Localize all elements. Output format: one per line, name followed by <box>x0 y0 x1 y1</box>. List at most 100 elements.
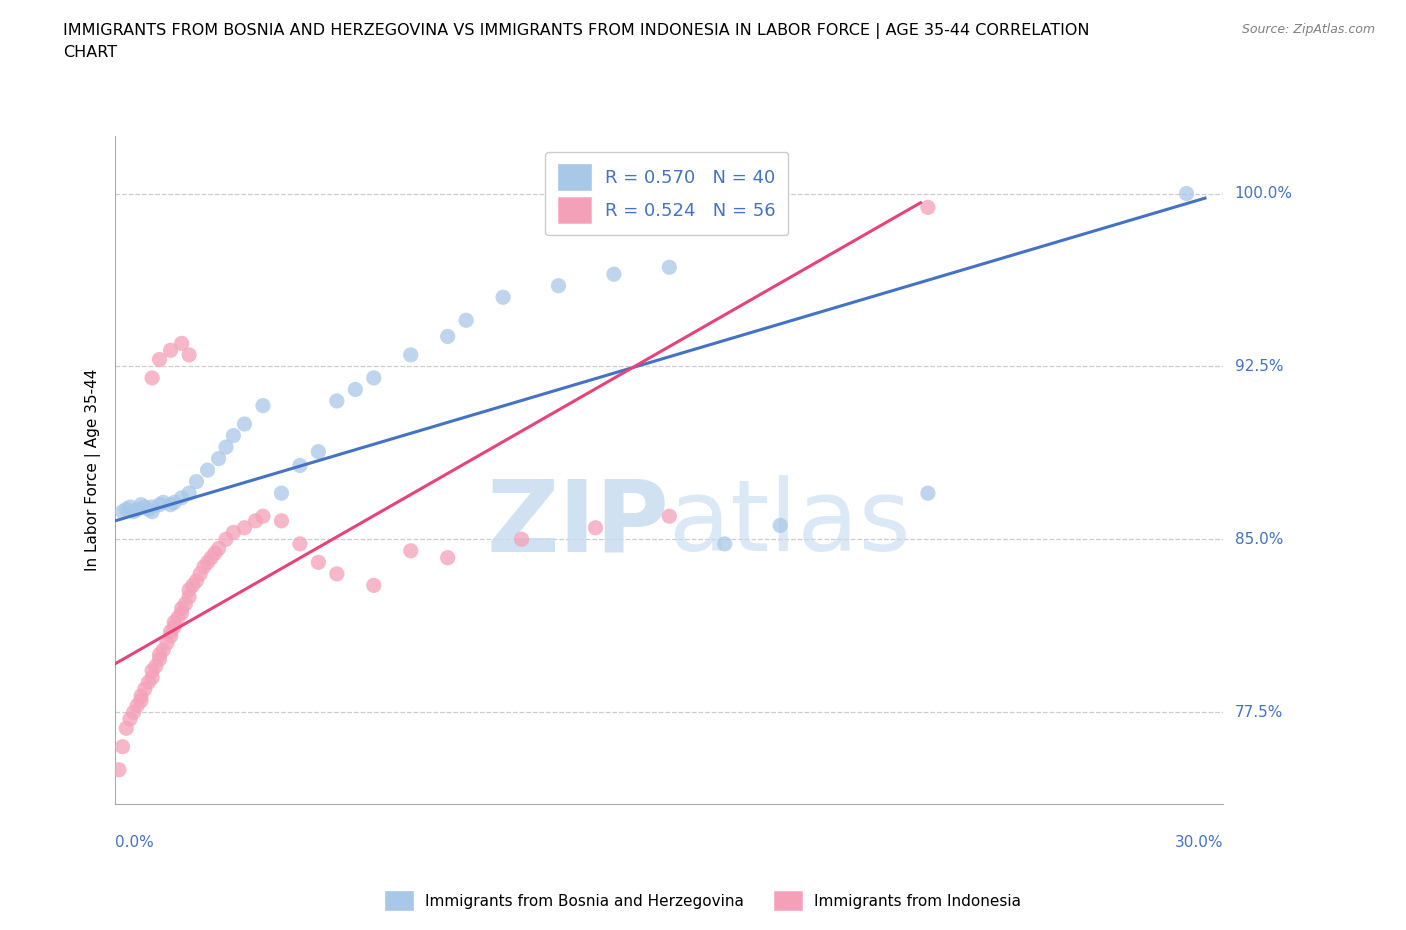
Point <box>399 543 422 558</box>
Point <box>252 398 274 413</box>
Point <box>245 513 267 528</box>
Point <box>108 763 131 777</box>
Point <box>141 663 163 678</box>
Point <box>118 499 141 514</box>
Point <box>111 739 134 754</box>
Point <box>510 532 533 547</box>
Point <box>270 485 292 500</box>
Point <box>197 555 219 570</box>
Point <box>148 352 170 367</box>
Point <box>326 393 349 408</box>
Text: 77.5%: 77.5% <box>1234 705 1282 720</box>
Point <box>270 513 292 528</box>
Legend: R = 0.570   N = 40, R = 0.524   N = 56: R = 0.570 N = 40, R = 0.524 N = 56 <box>546 152 789 235</box>
Text: 30.0%: 30.0% <box>1175 835 1223 850</box>
Point <box>170 605 193 620</box>
Point <box>233 520 256 535</box>
Point <box>111 504 134 519</box>
Point <box>174 596 197 611</box>
Point <box>326 566 349 581</box>
Point <box>145 658 167 673</box>
Point <box>141 370 163 385</box>
Point <box>127 698 149 712</box>
Point <box>181 578 204 592</box>
Point <box>129 498 152 512</box>
Point <box>288 458 311 473</box>
Y-axis label: In Labor Force | Age 35-44: In Labor Force | Age 35-44 <box>86 369 101 571</box>
Point <box>156 635 179 650</box>
Point <box>399 348 422 363</box>
Point <box>129 693 152 708</box>
Point <box>159 498 181 512</box>
Point <box>207 541 229 556</box>
Point <box>115 721 138 736</box>
Point <box>252 509 274 524</box>
Point <box>170 601 193 616</box>
Point <box>288 537 311 551</box>
Point <box>713 537 735 551</box>
Point <box>215 440 238 455</box>
Point <box>222 525 245 539</box>
Legend: Immigrants from Bosnia and Herzegovina, Immigrants from Indonesia: Immigrants from Bosnia and Herzegovina, … <box>377 884 1029 918</box>
Point <box>159 629 181 644</box>
Point <box>129 688 152 703</box>
Point <box>159 624 181 639</box>
Point <box>186 573 208 588</box>
Point <box>170 490 193 505</box>
Point <box>159 343 181 358</box>
Point <box>222 428 245 443</box>
Point <box>127 502 149 517</box>
Text: 92.5%: 92.5% <box>1234 359 1284 374</box>
Point <box>177 348 200 363</box>
Point <box>186 474 208 489</box>
Point <box>138 502 160 517</box>
Point <box>603 267 626 282</box>
Point <box>152 495 174 510</box>
Point <box>363 370 385 385</box>
Point <box>436 551 458 565</box>
Point <box>547 278 569 293</box>
Point <box>492 290 515 305</box>
Point <box>307 445 329 459</box>
Point <box>118 711 141 726</box>
Point <box>436 329 458 344</box>
Point <box>658 259 681 274</box>
Point <box>141 504 163 519</box>
Point <box>207 451 229 466</box>
Point <box>163 615 186 630</box>
Text: Source: ZipAtlas.com: Source: ZipAtlas.com <box>1241 23 1375 36</box>
Point <box>138 675 160 690</box>
Point <box>233 417 256 432</box>
Point <box>148 652 170 667</box>
Point <box>167 610 190 625</box>
Text: atlas: atlas <box>669 475 911 572</box>
Text: 100.0%: 100.0% <box>1234 186 1292 201</box>
Point <box>177 590 200 604</box>
Point <box>215 532 238 547</box>
Point <box>917 200 939 215</box>
Point <box>170 336 193 351</box>
Point <box>141 671 163 685</box>
Point <box>200 551 222 565</box>
Point <box>456 312 478 327</box>
Point <box>307 555 329 570</box>
Point <box>148 498 170 512</box>
Point <box>585 520 607 535</box>
Point <box>134 682 156 697</box>
Point <box>163 495 186 510</box>
Text: ZIP: ZIP <box>486 475 669 572</box>
Point <box>163 619 186 634</box>
Point <box>177 485 200 500</box>
Point <box>177 582 200 597</box>
Point <box>134 499 156 514</box>
Point <box>204 546 226 561</box>
Text: 85.0%: 85.0% <box>1234 532 1282 547</box>
Point <box>769 518 792 533</box>
Point <box>344 382 367 397</box>
Point <box>363 578 385 592</box>
Point <box>917 485 939 500</box>
Point <box>141 499 163 514</box>
Point <box>122 504 145 519</box>
Point <box>122 705 145 720</box>
Point <box>1175 186 1198 201</box>
